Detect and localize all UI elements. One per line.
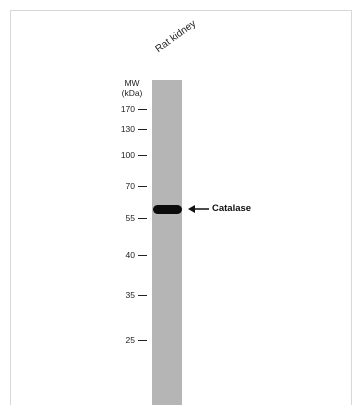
- marker-label: 130: [120, 124, 135, 134]
- marker-label: 170: [120, 104, 135, 114]
- blot-lane: [152, 80, 182, 405]
- marker-40: 40: [100, 250, 150, 260]
- marker-tick: [138, 340, 147, 341]
- marker-label: 55: [125, 213, 135, 223]
- mw-header-unit: (kDa): [121, 88, 143, 98]
- target-protein-label: Catalase: [212, 203, 252, 214]
- marker-130: 130: [100, 124, 150, 134]
- marker-label: 25: [125, 335, 135, 345]
- marker-100: 100: [100, 150, 150, 160]
- marker-label: 100: [120, 150, 135, 160]
- marker-tick: [138, 255, 147, 256]
- marker-tick: [138, 218, 147, 219]
- marker-170: 170: [100, 104, 150, 114]
- marker-label: 70: [125, 181, 135, 191]
- mw-header: MW (kDa): [114, 78, 150, 98]
- marker-70: 70: [100, 181, 150, 191]
- marker-25: 25: [100, 335, 150, 345]
- marker-label: 35: [125, 290, 135, 300]
- marker-tick: [138, 295, 147, 296]
- mw-header-title: MW: [124, 78, 140, 88]
- left-arrow-icon: [188, 205, 209, 213]
- marker-55: 55: [100, 213, 150, 223]
- catalase-band: [153, 205, 182, 214]
- marker-tick: [138, 129, 147, 130]
- marker-tick: [138, 155, 147, 156]
- marker-tick: [138, 109, 147, 110]
- marker-label: 40: [125, 250, 135, 260]
- marker-tick: [138, 186, 147, 187]
- marker-35: 35: [100, 290, 150, 300]
